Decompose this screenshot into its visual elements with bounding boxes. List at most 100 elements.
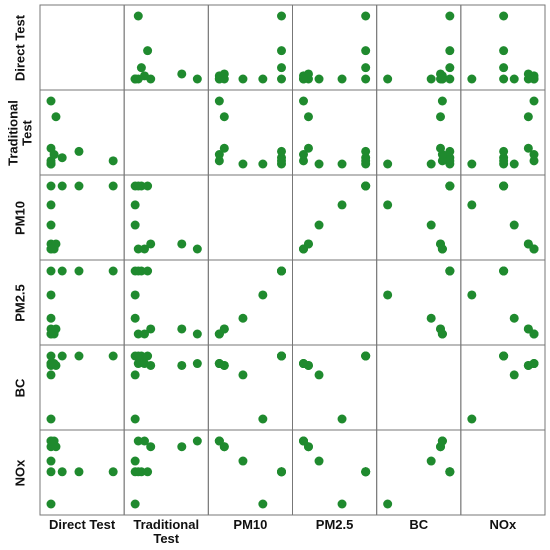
point: [57, 181, 67, 191]
point: [258, 290, 268, 300]
point: [499, 266, 509, 276]
point: [258, 74, 268, 84]
point: [57, 153, 67, 163]
point: [337, 499, 347, 509]
point: [314, 159, 324, 169]
point: [445, 146, 455, 156]
point: [238, 74, 248, 84]
point: [51, 112, 61, 122]
point: [467, 200, 477, 210]
point: [523, 143, 533, 153]
point: [177, 239, 187, 249]
point: [299, 150, 308, 160]
point: [146, 360, 156, 370]
point: [529, 150, 539, 160]
point: [57, 266, 67, 276]
point: [361, 146, 371, 156]
point: [130, 499, 140, 509]
point: [133, 266, 143, 276]
point: [361, 156, 371, 166]
point: [426, 220, 436, 230]
point: [177, 69, 187, 79]
point: [238, 159, 248, 169]
point: [437, 96, 447, 106]
point: [192, 359, 202, 369]
point: [509, 74, 519, 84]
point: [133, 436, 143, 446]
point: [437, 74, 447, 84]
point: [74, 181, 84, 191]
point: [383, 200, 393, 210]
cell: [39, 4, 125, 91]
point: [499, 74, 509, 84]
point: [445, 46, 455, 56]
point: [46, 313, 56, 323]
point: [139, 244, 149, 254]
point: [529, 359, 539, 369]
point: [214, 96, 224, 106]
column-label: BC: [409, 517, 429, 532]
point: [467, 159, 477, 169]
row-label: Traditional Test: [5, 99, 34, 166]
point: [46, 414, 56, 424]
point: [277, 351, 286, 361]
point: [143, 266, 153, 276]
point: [277, 146, 286, 156]
point: [133, 351, 143, 361]
point: [214, 150, 224, 160]
point: [74, 467, 84, 477]
cell: [123, 89, 209, 176]
point: [130, 290, 140, 300]
point: [299, 156, 308, 166]
point: [445, 266, 455, 276]
point: [46, 329, 56, 339]
row-label: PM2.5: [12, 283, 27, 322]
point: [467, 74, 477, 84]
point: [303, 112, 313, 122]
point: [46, 290, 56, 300]
point: [74, 266, 84, 276]
point: [299, 436, 308, 446]
cell: [376, 344, 462, 431]
point: [383, 74, 393, 84]
point: [143, 351, 153, 361]
point: [258, 414, 268, 424]
point: [299, 359, 308, 369]
point: [499, 351, 509, 361]
point: [238, 456, 248, 466]
point: [499, 181, 509, 191]
point: [361, 467, 371, 477]
point: [46, 200, 56, 210]
point: [467, 414, 477, 424]
point: [177, 324, 187, 334]
point: [214, 156, 224, 166]
column-label: Traditional Test: [133, 517, 200, 546]
row-label: PM10: [12, 200, 27, 235]
point: [192, 74, 202, 84]
point: [130, 220, 140, 230]
point: [219, 143, 229, 153]
point: [529, 156, 539, 166]
point: [258, 499, 268, 509]
point: [529, 96, 539, 106]
point: [277, 467, 286, 477]
point: [258, 159, 268, 169]
row-label: Direct Test: [12, 14, 27, 81]
point: [130, 456, 140, 466]
point: [130, 313, 140, 323]
point: [192, 329, 202, 339]
point: [46, 96, 56, 106]
point: [238, 370, 248, 380]
point: [57, 351, 67, 361]
point: [130, 200, 140, 210]
point: [130, 414, 140, 424]
point: [108, 266, 118, 276]
point: [445, 156, 455, 166]
point: [192, 244, 202, 254]
point: [499, 156, 509, 166]
point: [337, 414, 347, 424]
point: [509, 313, 519, 323]
point: [529, 74, 539, 84]
point: [529, 244, 539, 254]
